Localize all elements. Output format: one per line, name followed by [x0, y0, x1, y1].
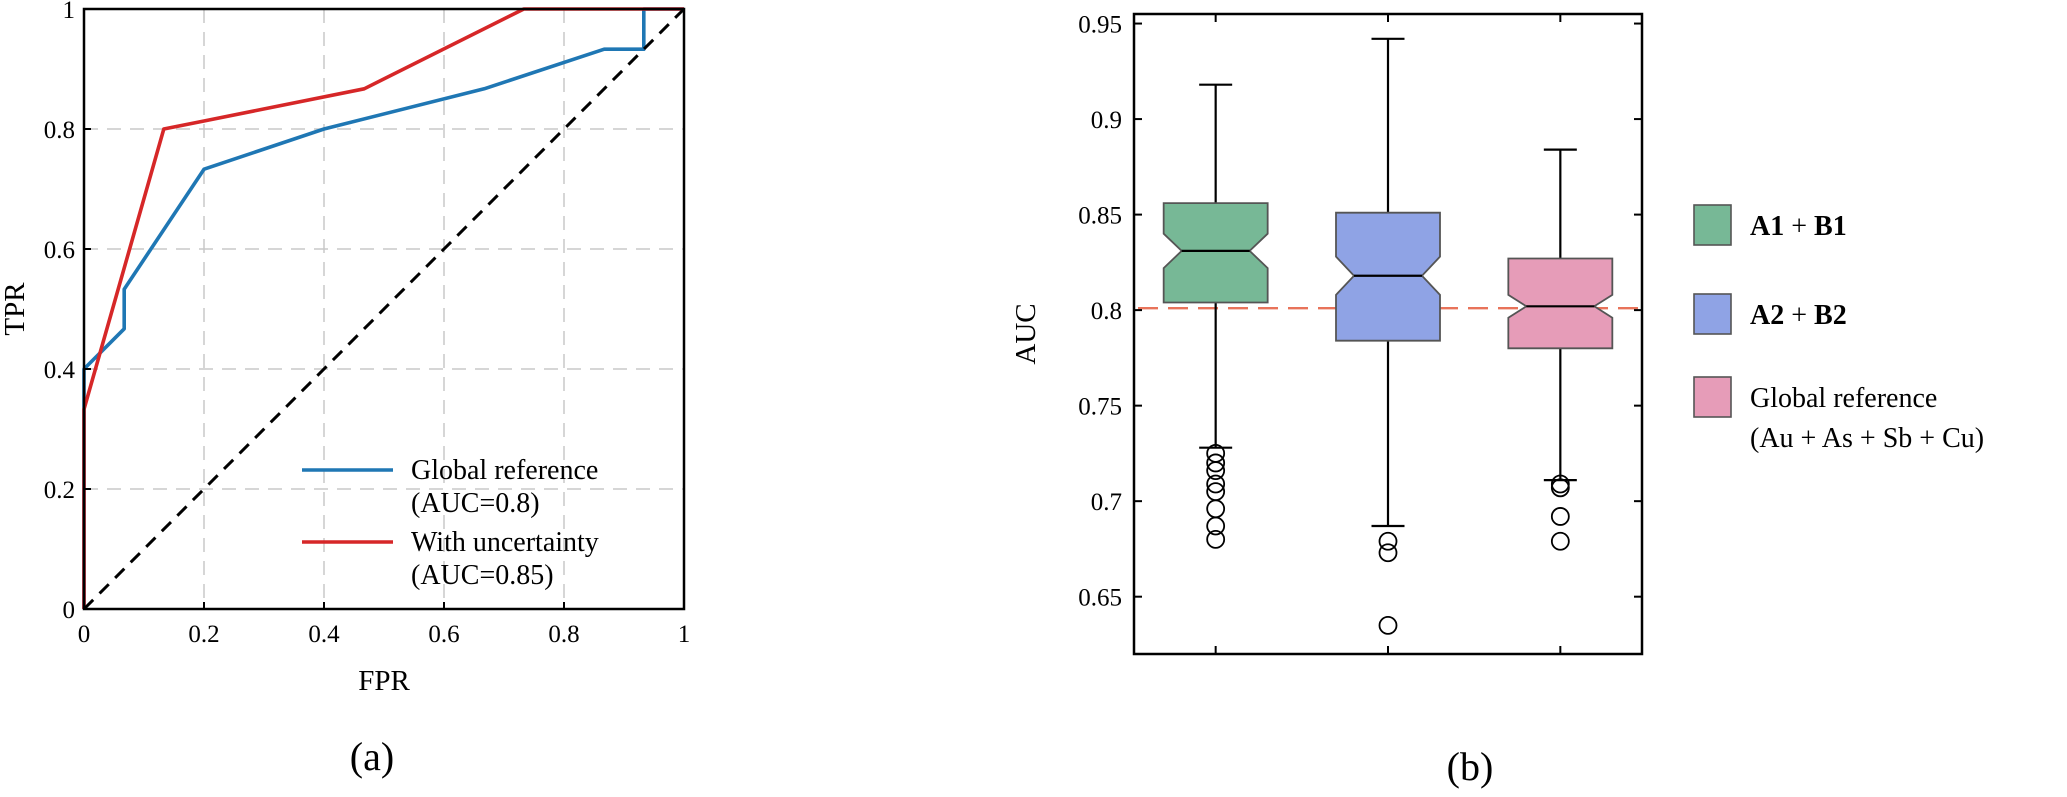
roc-x-tick-label: 0.8	[548, 621, 579, 648]
boxplot-y-tick-label: 0.85	[1078, 203, 1122, 230]
box-body	[1507, 257, 1614, 350]
roc-legend-label: (AUC=0.85)	[411, 560, 554, 591]
box-outlier	[1550, 478, 1570, 498]
boxplot-legend-swatch	[1693, 204, 1732, 246]
roc-x-axis-label: FPR	[358, 665, 410, 697]
panel-label-a: (a)	[350, 734, 394, 779]
roc-y-tick-label: 0	[63, 597, 76, 624]
roc-x-tick-label: 0.4	[308, 621, 340, 648]
boxplot-y-tick-label: 0.8	[1091, 298, 1122, 325]
roc-legend-label: With uncertainty	[411, 527, 599, 558]
box-group	[1162, 83, 1269, 549]
roc-grid	[84, 9, 684, 609]
box-outlier	[1550, 531, 1570, 551]
boxplot-legend-swatch	[1693, 376, 1732, 418]
boxplot-y-tick-label: 0.75	[1078, 394, 1122, 421]
roc-ticks: 0 0.2 0.4 0.6 0.8 1 0 0.2 0.4 0.6 0.8 1	[44, 0, 691, 648]
roc-y-tick-label: 0.6	[44, 237, 75, 264]
roc-x-tick-label: 1	[678, 621, 691, 648]
roc-x-tick-label: 0.6	[428, 621, 459, 648]
roc-diagonal-line	[82, 7, 686, 611]
roc-chart: 0 0.2 0.4 0.6 0.8 1 0 0.2 0.4 0.6 0.8 1 FPR TPR Glo…	[0, 0, 690, 779]
roc-x-tick-label: 0.2	[188, 621, 219, 648]
boxplot-ticks: 0.65 0.7 0.75 0.8 0.85 0.9 0.95	[1078, 12, 1642, 654]
box-outlier	[1206, 474, 1226, 494]
boxplot-y-tick-label: 0.95	[1078, 12, 1122, 39]
boxplot-legend-label: A1 + B1	[1750, 211, 1847, 242]
boxplot-y-tick-label: 0.7	[1091, 489, 1122, 516]
roc-y-axis-label: TPR	[0, 282, 31, 336]
roc-series-line	[82, 7, 684, 609]
roc-plot-frame	[82, 7, 686, 611]
box-outlier	[1378, 615, 1398, 635]
roc-y-tick-label: 0.4	[44, 357, 76, 384]
roc-legend: Global reference(AUC=0.8) With uncertaint…	[302, 455, 599, 591]
roc-x-tick-label: 0	[78, 621, 91, 648]
boxplot-y-tick-label: 0.9	[1091, 107, 1122, 134]
boxplot-legend-label: A2 + B2	[1750, 300, 1847, 331]
boxplot-legend: A1 + B1 A2 + B2 Global reference (Au + As +…	[1693, 204, 1984, 454]
box-group	[1507, 148, 1614, 551]
boxplot-boxes	[1162, 37, 1614, 635]
roc-y-tick-label: 1	[63, 0, 76, 24]
box-outlier	[1550, 507, 1570, 526]
box-body	[1162, 202, 1269, 304]
box-outlier	[1206, 461, 1226, 480]
roc-y-tick-label: 0.8	[44, 117, 75, 144]
boxplot-legend-swatch	[1693, 293, 1732, 335]
auc-boxplot: 0.65 0.7 0.75 0.8 0.85 0.9 0.95 AUC A1 + B1 A2 …	[1010, 12, 1984, 789]
roc-legend-label: (AUC=0.8)	[411, 488, 540, 519]
panel-label-b: (b)	[1447, 744, 1494, 789]
box-outlier	[1206, 529, 1226, 549]
boxplot-y-axis-label: AUC	[1010, 303, 1042, 364]
boxplot-legend-label: Global reference	[1750, 383, 1937, 414]
box-outlier	[1206, 453, 1226, 473]
box-group	[1335, 37, 1441, 635]
roc-series	[82, 7, 686, 611]
box-outlier	[1206, 516, 1226, 536]
roc-legend-label: Global reference	[411, 455, 598, 486]
box-outlier	[1378, 531, 1398, 551]
boxplot-legend-label: (Au + As + Sb + Cu)	[1750, 423, 1984, 454]
roc-y-tick-label: 0.2	[44, 477, 75, 504]
boxplot-y-tick-label: 0.65	[1078, 585, 1122, 612]
box-outlier	[1206, 499, 1226, 519]
box-outlier	[1378, 543, 1398, 563]
